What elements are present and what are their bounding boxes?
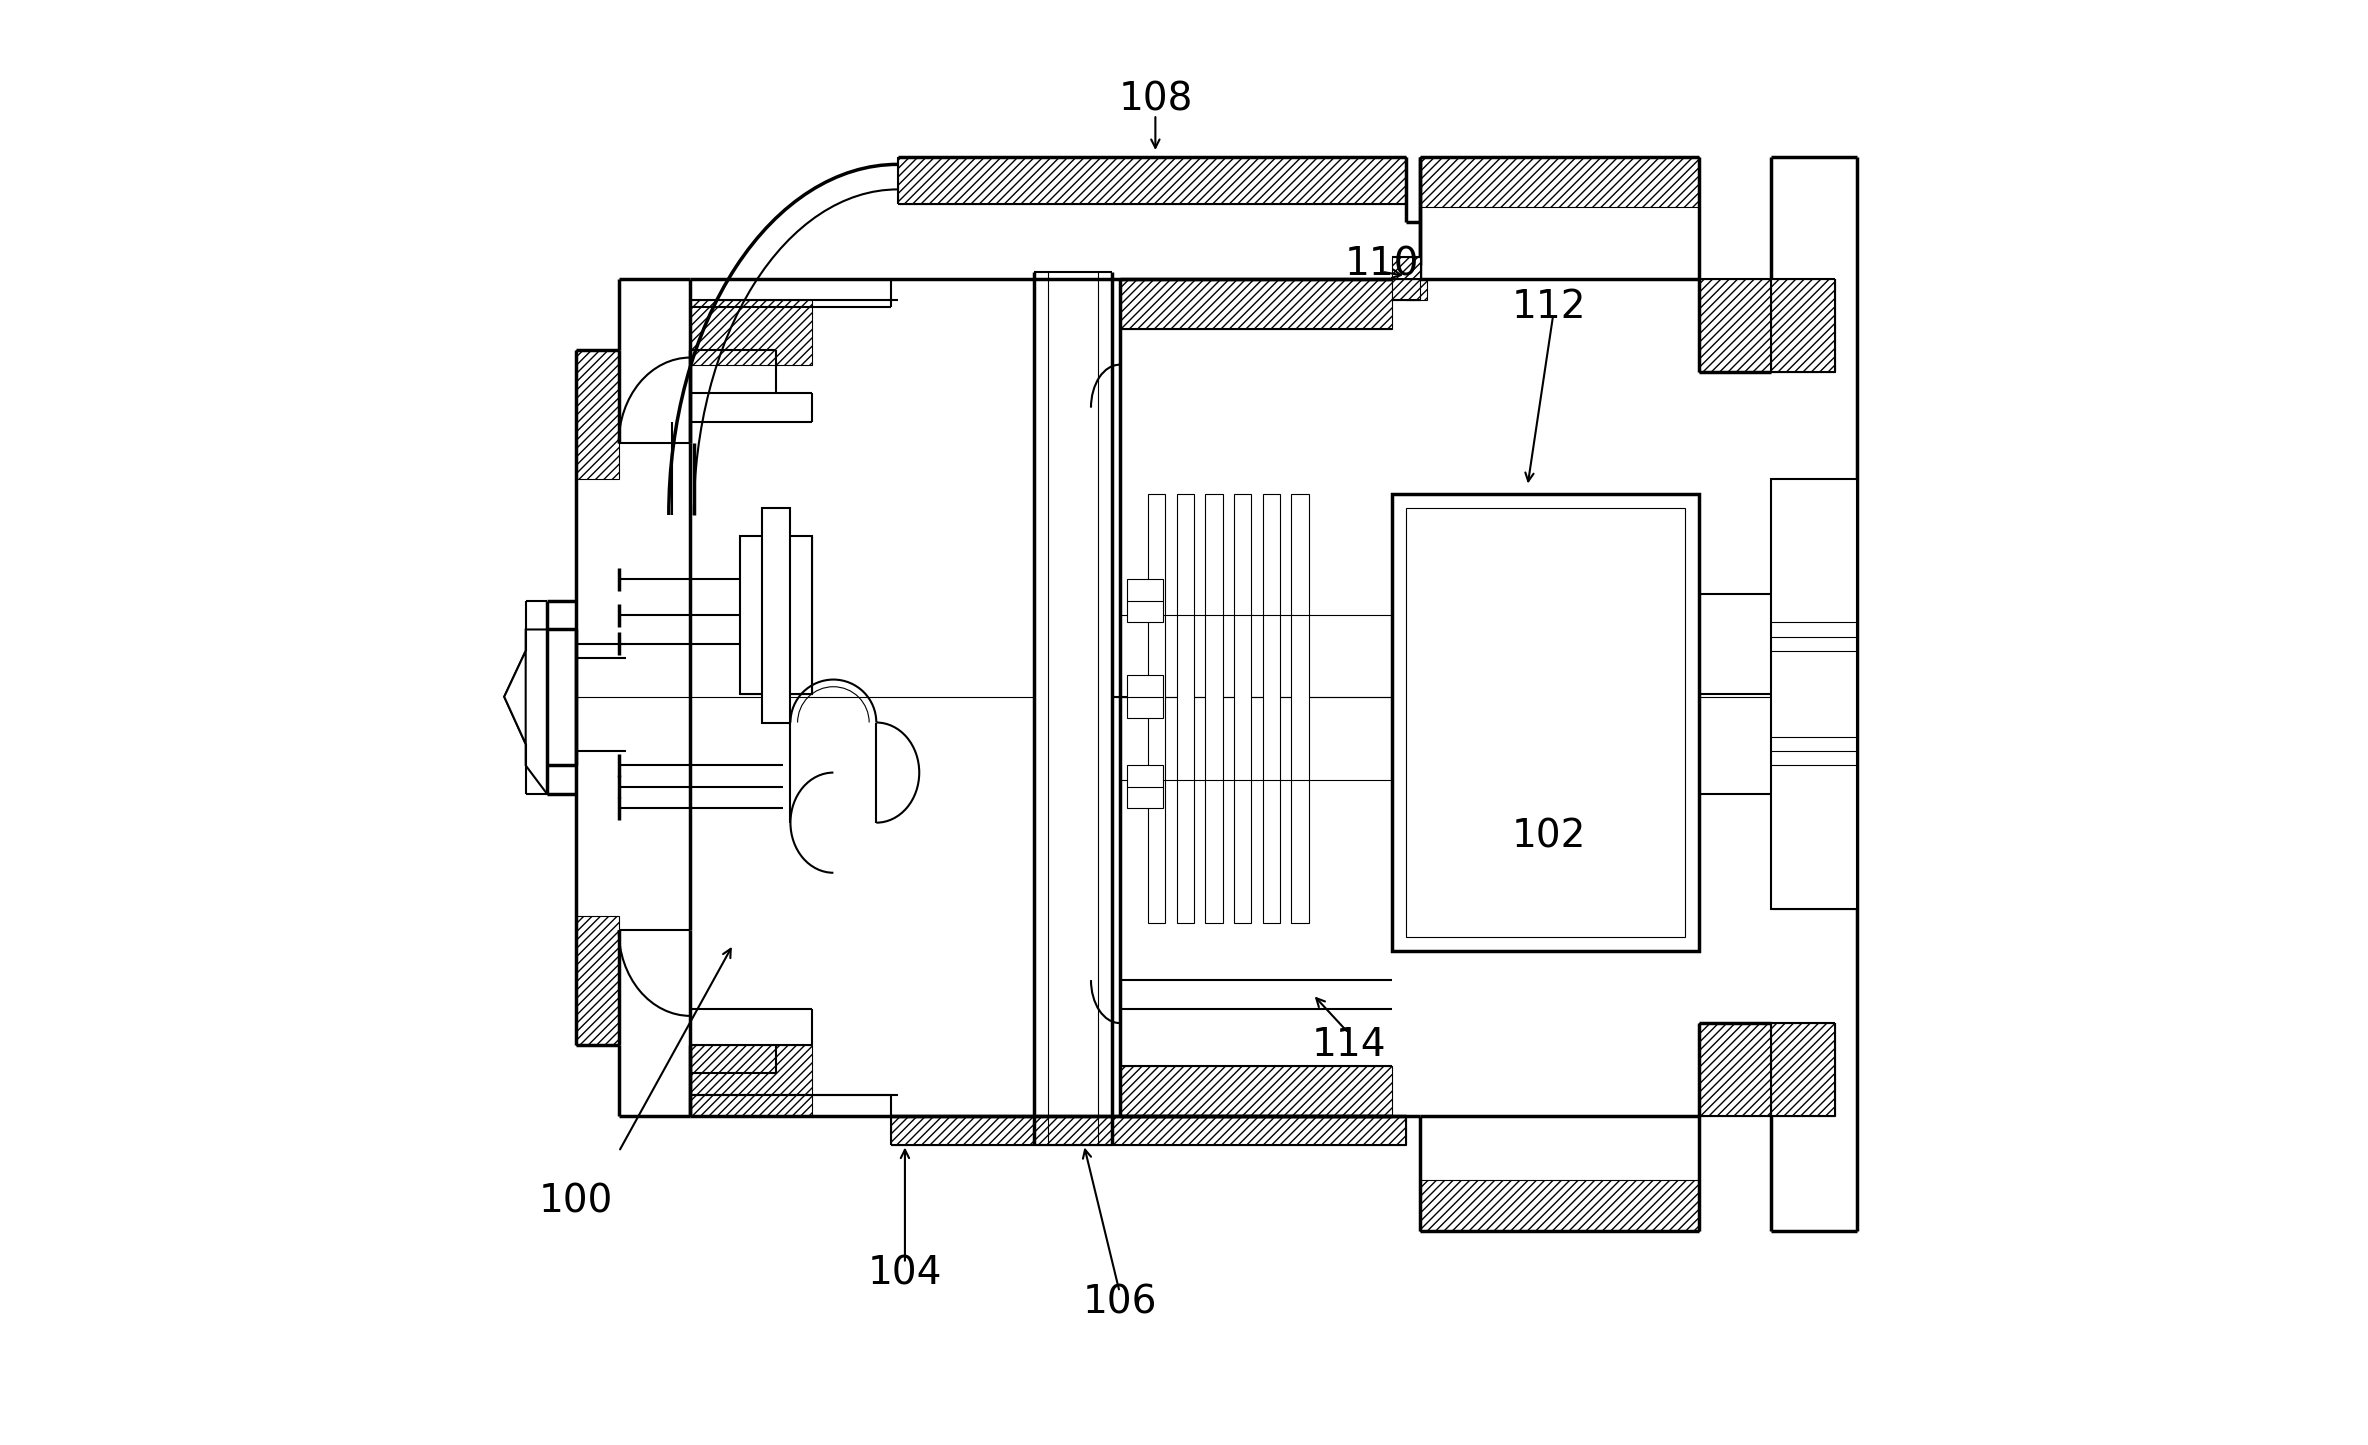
- Bar: [741, 536, 812, 694]
- Bar: [897, 158, 1407, 204]
- Bar: [890, 1116, 1407, 1144]
- Bar: [1421, 158, 1700, 207]
- Bar: [1771, 480, 1857, 909]
- Text: 114: 114: [1312, 1026, 1385, 1064]
- Bar: [1120, 1066, 1392, 1116]
- Text: 104: 104: [867, 1254, 942, 1292]
- Bar: [1148, 494, 1165, 923]
- Text: 102: 102: [1511, 818, 1587, 855]
- Bar: [1127, 579, 1163, 623]
- Text: 110: 110: [1345, 246, 1418, 283]
- Polygon shape: [504, 650, 526, 744]
- Text: 108: 108: [1118, 81, 1193, 118]
- Bar: [689, 301, 812, 364]
- Bar: [1392, 279, 1421, 301]
- Bar: [689, 1045, 812, 1116]
- Bar: [689, 1074, 784, 1116]
- Bar: [1407, 279, 1428, 301]
- Bar: [1392, 257, 1421, 279]
- Bar: [1234, 494, 1250, 923]
- Bar: [575, 916, 618, 1045]
- Bar: [1771, 279, 1835, 371]
- Bar: [504, 150, 1857, 1238]
- Polygon shape: [504, 630, 575, 795]
- Bar: [1120, 279, 1392, 329]
- Bar: [689, 301, 784, 350]
- Bar: [1127, 766, 1163, 808]
- Bar: [1035, 272, 1113, 1144]
- Bar: [762, 507, 791, 722]
- Bar: [1392, 494, 1700, 951]
- Bar: [1771, 480, 1857, 909]
- Bar: [741, 536, 812, 694]
- Bar: [1700, 279, 1771, 371]
- Bar: [1421, 1181, 1700, 1231]
- Bar: [575, 350, 618, 480]
- Text: 100: 100: [538, 1183, 613, 1221]
- Bar: [1700, 1023, 1771, 1116]
- Bar: [1177, 494, 1193, 923]
- Bar: [1205, 494, 1222, 923]
- Bar: [1291, 494, 1310, 923]
- Bar: [1127, 675, 1163, 718]
- Text: 112: 112: [1511, 289, 1587, 327]
- Bar: [1771, 1023, 1835, 1116]
- Bar: [1262, 494, 1279, 923]
- Bar: [1407, 507, 1686, 938]
- Text: 106: 106: [1082, 1283, 1158, 1321]
